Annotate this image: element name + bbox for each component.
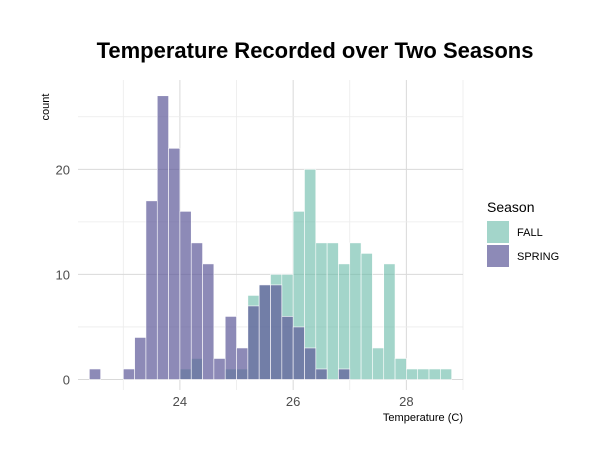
fall-bar bbox=[428, 368, 441, 380]
fall-bar bbox=[383, 263, 396, 380]
fall-bar bbox=[406, 368, 419, 380]
spring-bar bbox=[270, 284, 283, 380]
y-axis-title: count bbox=[40, 94, 52, 121]
spring-bar bbox=[281, 316, 294, 380]
legend-key-spring bbox=[487, 245, 509, 267]
spring-bar bbox=[168, 148, 181, 380]
x-tick-label: 24 bbox=[173, 394, 187, 409]
x-tick-label: 26 bbox=[286, 394, 300, 409]
fall-bar bbox=[417, 368, 430, 380]
spring-bar bbox=[156, 95, 169, 380]
spring-bar bbox=[304, 347, 317, 380]
spring-bar bbox=[202, 263, 215, 380]
spring-bar bbox=[213, 358, 226, 380]
fall-bar bbox=[372, 347, 385, 380]
spring-bar bbox=[145, 200, 158, 380]
spring-series bbox=[89, 95, 351, 380]
legend-title: Season bbox=[487, 199, 534, 215]
fall-bar bbox=[338, 263, 351, 380]
fall-bar bbox=[440, 368, 452, 380]
y-tick-label: 10 bbox=[56, 267, 70, 282]
legend-label-fall: FALL bbox=[517, 227, 543, 239]
spring-bar bbox=[247, 305, 260, 380]
x-axis-title: Temperature (C) bbox=[383, 412, 463, 424]
spring-bar bbox=[258, 284, 271, 380]
y-tick-label: 0 bbox=[63, 372, 70, 387]
chart-title: Temperature Recorded over Two Seasons bbox=[97, 38, 534, 63]
fall-bar bbox=[394, 358, 407, 380]
fall-bar bbox=[315, 242, 328, 380]
fall-bar bbox=[360, 253, 373, 380]
spring-bar bbox=[89, 368, 101, 380]
y-tick-label: 20 bbox=[56, 162, 70, 177]
spring-bar bbox=[190, 242, 203, 380]
spring-bar bbox=[122, 368, 135, 380]
legend: Season FALL SPRING bbox=[487, 199, 559, 267]
spring-bar bbox=[292, 326, 305, 380]
x-tick-label: 28 bbox=[399, 394, 413, 409]
spring-bar bbox=[338, 368, 351, 380]
spring-bar bbox=[134, 337, 147, 380]
legend-label-spring: SPRING bbox=[517, 251, 559, 263]
tick-labels: 24 26 28 0 10 20 bbox=[56, 162, 414, 409]
spring-bar bbox=[224, 316, 237, 380]
spring-bar bbox=[236, 347, 249, 380]
legend-key-fall bbox=[487, 221, 509, 243]
fall-bar bbox=[326, 242, 339, 380]
spring-bar bbox=[315, 368, 328, 380]
fall-bar bbox=[349, 242, 362, 380]
spring-bar bbox=[179, 211, 192, 380]
